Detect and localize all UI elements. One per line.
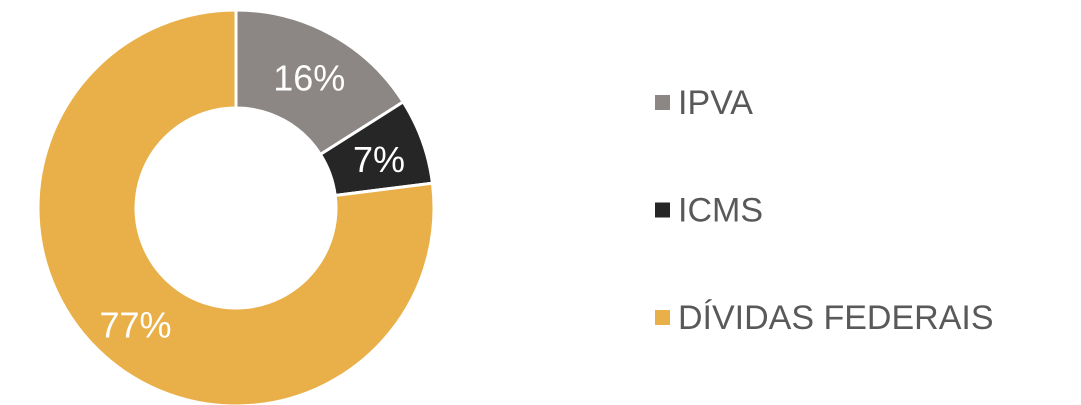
data-label: 16% <box>273 57 345 98</box>
legend-label: ICMS <box>678 191 763 229</box>
donut-slice <box>36 8 436 405</box>
data-label: 77% <box>99 305 171 346</box>
data-label: 7% <box>353 139 405 180</box>
legend-label: IPVA <box>678 84 753 122</box>
legend-swatch <box>655 95 670 110</box>
legend-swatch <box>655 202 670 218</box>
legend-swatch <box>655 310 670 325</box>
legend-label: DÍVIDAS FEDERAIS <box>678 299 994 337</box>
